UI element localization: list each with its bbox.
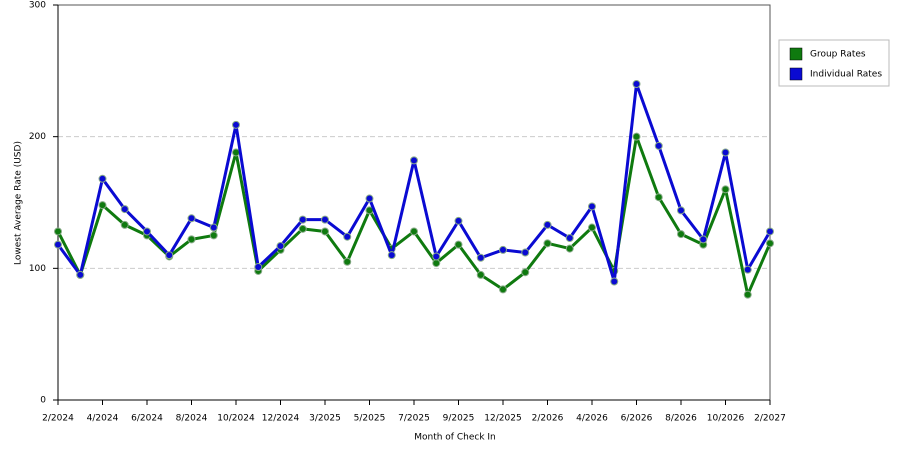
data-point [432, 252, 441, 261]
data-point [721, 148, 730, 157]
data-point [76, 270, 85, 279]
data-point [98, 201, 107, 210]
data-point [209, 231, 218, 240]
legend-label: Group Rates [810, 50, 866, 60]
data-point [721, 185, 730, 194]
data-point [54, 227, 62, 236]
data-point [699, 235, 708, 244]
x-tick-label: 2/2026 [532, 414, 564, 424]
x-tick-label: 2/2027 [754, 414, 786, 424]
data-point [766, 239, 774, 248]
data-point [365, 194, 374, 203]
data-point [565, 244, 574, 253]
x-tick-label: 6/2026 [621, 414, 653, 424]
x-axis-label: Month of Check In [414, 433, 496, 443]
data-point [298, 224, 307, 233]
data-point [298, 215, 307, 224]
x-tick-label: 3/2025 [309, 414, 341, 424]
x-tick-label: 9/2025 [443, 414, 475, 424]
data-point [499, 245, 507, 254]
data-point [677, 230, 685, 239]
data-point [343, 257, 352, 266]
data-point [766, 227, 774, 236]
x-tick-label: 8/2026 [665, 414, 697, 424]
data-point [232, 120, 240, 129]
data-point [454, 240, 463, 249]
data-point [276, 241, 285, 250]
data-point [521, 248, 530, 257]
legend-swatch [789, 67, 803, 81]
x-tick-label: 2/2024 [42, 414, 74, 424]
y-axis-label: Lowest Average Rate (USD) [14, 141, 24, 265]
data-point [476, 270, 485, 279]
data-point [654, 193, 663, 202]
data-point [521, 268, 530, 277]
data-point [98, 174, 107, 183]
data-point [632, 132, 641, 141]
data-point [120, 205, 129, 214]
data-point [321, 227, 329, 236]
legend-swatch [789, 47, 803, 61]
x-tick-label: 6/2024 [131, 414, 163, 424]
x-tick-label: 4/2024 [87, 414, 119, 424]
data-point [454, 216, 463, 225]
data-point [743, 265, 752, 274]
data-point [632, 80, 641, 88]
data-point [143, 227, 151, 236]
data-point [120, 220, 129, 229]
data-point [209, 223, 218, 232]
data-point [387, 251, 396, 260]
data-point [565, 234, 574, 243]
data-point [410, 156, 418, 165]
data-point [343, 232, 352, 241]
data-point [588, 202, 596, 211]
y-tick-label: 100 [29, 264, 46, 274]
data-point [677, 206, 685, 215]
data-point [476, 253, 485, 262]
x-tick-label: 7/2025 [398, 414, 430, 424]
data-point [743, 290, 752, 299]
x-tick-label: 5/2025 [354, 414, 386, 424]
data-point [499, 285, 507, 294]
data-point [254, 263, 263, 272]
x-tick-label: 10/2024 [217, 414, 255, 424]
data-point [321, 215, 329, 224]
x-tick-label: 4/2026 [576, 414, 608, 424]
y-tick-label: 0 [40, 396, 46, 406]
x-tick-label: 12/2024 [262, 414, 300, 424]
y-tick-label: 200 [29, 132, 46, 142]
data-point [187, 214, 196, 223]
x-tick-label: 10/2026 [707, 414, 745, 424]
x-tick-label: 12/2025 [484, 414, 521, 424]
data-point [543, 220, 552, 229]
data-point [588, 223, 596, 232]
plot-area [57, 4, 771, 401]
data-point [654, 141, 663, 150]
data-point [610, 277, 619, 286]
y-tick-label: 300 [29, 1, 46, 11]
data-point [432, 259, 441, 268]
x-tick-label: 8/2024 [176, 414, 208, 424]
data-point [165, 251, 174, 260]
data-point [187, 235, 196, 244]
data-point [543, 239, 552, 248]
data-point [54, 240, 62, 249]
data-point [410, 227, 418, 236]
legend-label: Individual Rates [810, 70, 882, 80]
